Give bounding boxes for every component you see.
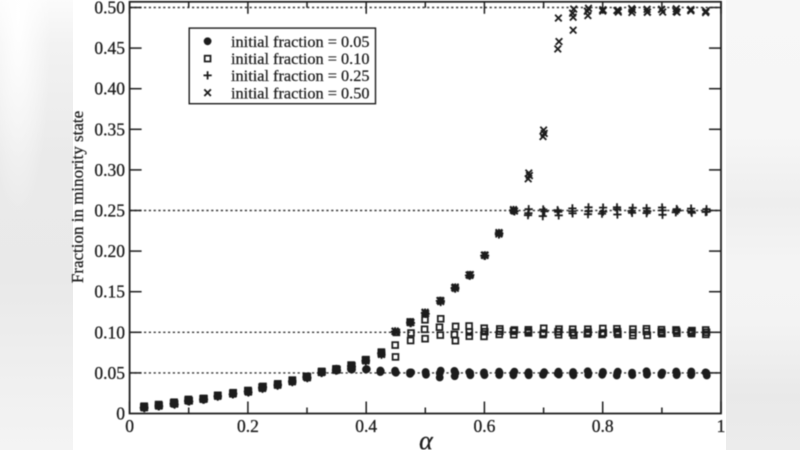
svg-text:initial fraction = 0.10: initial fraction = 0.10 (231, 49, 370, 68)
svg-text:Fraction in minority state: Fraction in minority state (68, 111, 87, 283)
svg-text:0.15: 0.15 (94, 282, 125, 302)
svg-text:initial fraction = 0.25: initial fraction = 0.25 (231, 66, 370, 85)
svg-text:initial fraction = 0.50: initial fraction = 0.50 (231, 83, 370, 102)
svg-text:0.20: 0.20 (94, 241, 125, 261)
svg-text:initial fraction = 0.05: initial fraction = 0.05 (231, 32, 370, 51)
svg-text:0.05: 0.05 (94, 363, 125, 383)
svg-text:0.8: 0.8 (592, 416, 614, 436)
svg-text:0.6: 0.6 (473, 416, 495, 436)
svg-text:0: 0 (116, 404, 125, 424)
svg-text:1: 1 (717, 416, 726, 436)
svg-text:0.35: 0.35 (94, 119, 125, 139)
svg-text:0.50: 0.50 (94, 0, 125, 18)
svg-text:0.10: 0.10 (94, 322, 125, 342)
svg-text:0.25: 0.25 (94, 201, 125, 221)
svg-text:0.30: 0.30 (94, 160, 125, 180)
svg-text:α: α (419, 426, 434, 450)
svg-text:0: 0 (125, 416, 134, 436)
svg-text:0.2: 0.2 (237, 416, 259, 436)
svg-text:0.45: 0.45 (94, 38, 125, 58)
svg-text:0.4: 0.4 (355, 416, 377, 436)
svg-text:0.40: 0.40 (94, 79, 125, 99)
